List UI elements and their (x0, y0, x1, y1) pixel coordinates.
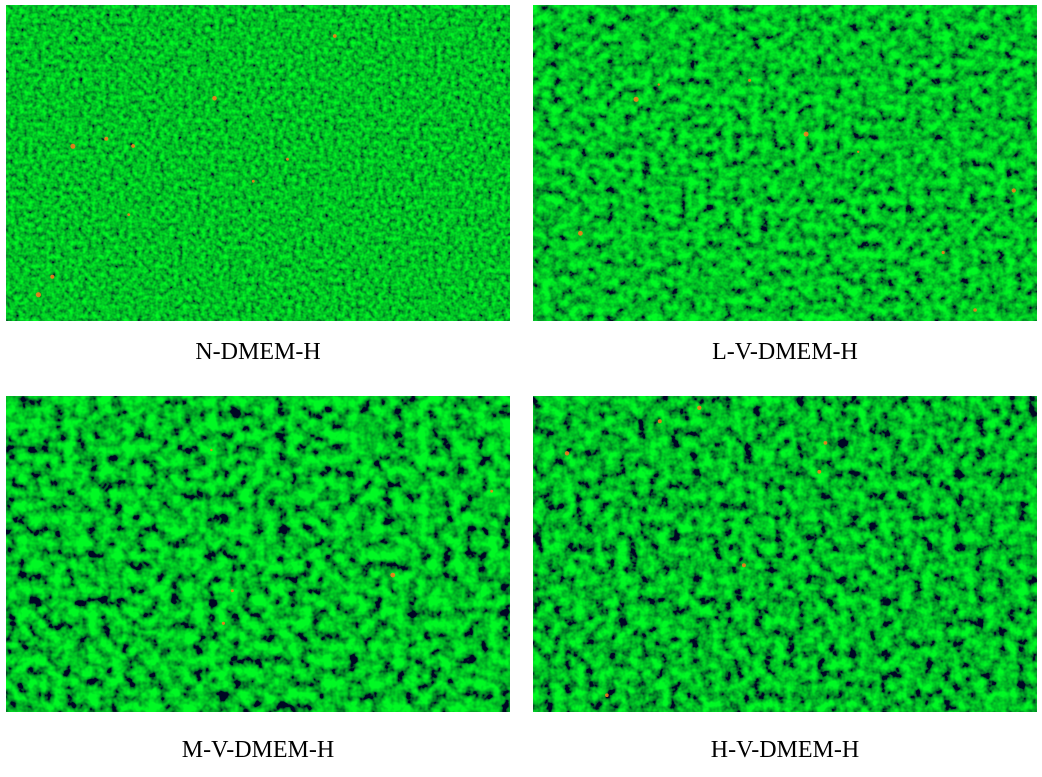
panel-caption: N-DMEM-H (195, 339, 321, 365)
dead-cell-dot (251, 179, 255, 183)
dead-cell-dot (941, 250, 945, 255)
dead-cell-dot (657, 83, 660, 86)
dead-cell-dot (741, 563, 746, 568)
dead-cell-dot (817, 469, 822, 474)
panel-caption: L-V-DMEM-H (712, 339, 858, 365)
dead-cell-dot (127, 213, 131, 217)
dead-cell-dot (564, 451, 570, 456)
dead-cell-dot (803, 131, 809, 137)
dead-cell-dot (973, 308, 977, 312)
dead-cell-dot (210, 448, 213, 452)
dead-cell-dot (286, 157, 289, 161)
dead-cell-dot (633, 96, 639, 102)
dead-cell-dot (490, 489, 494, 493)
dead-cell-dot (35, 292, 41, 298)
micrograph-h-v-dmem-h (533, 396, 1037, 712)
dead-cell-dot (605, 693, 609, 697)
dead-cell-dot (230, 589, 234, 593)
fluorescence-image (6, 5, 510, 321)
dead-cell-dot (578, 230, 583, 236)
dead-cell-dot (104, 136, 109, 141)
dead-cell-dot (748, 78, 752, 82)
dead-cell-dot (823, 441, 828, 445)
dead-cell-dot (857, 150, 860, 153)
dead-cell-dot (221, 621, 225, 625)
fluorescence-image (533, 396, 1037, 712)
dead-cell-dot (657, 419, 662, 424)
fluorescence-image (533, 5, 1037, 321)
dead-cell-dot (70, 143, 76, 149)
panel-caption: M-V-DMEM-H (181, 737, 335, 763)
dead-cell-dot (332, 34, 337, 38)
micrograph-n-dmem-h (6, 5, 510, 321)
dead-cell-dot (212, 96, 217, 101)
dead-cell-dot (1011, 188, 1016, 193)
fluorescence-image (6, 396, 510, 712)
micrograph-l-v-dmem-h (533, 5, 1037, 321)
dead-cell-dot (131, 144, 135, 148)
panel-caption: H-V-DMEM-H (710, 737, 860, 763)
micrograph-m-v-dmem-h (6, 396, 510, 712)
dead-cell-dot (697, 405, 702, 410)
dead-cell-dot (390, 572, 396, 578)
dead-cell-dot (50, 274, 55, 279)
